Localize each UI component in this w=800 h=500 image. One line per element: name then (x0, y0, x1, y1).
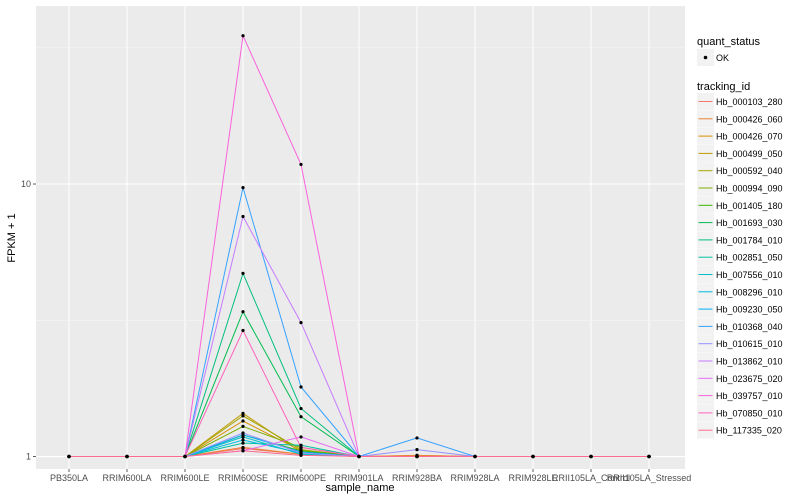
x-axis: PB350LA RRIM600LA RRIM600LE RRIM600SE RRIM60… (50, 469, 691, 483)
data-point (647, 454, 651, 459)
x-tick-label: RRIM928LE (508, 473, 557, 483)
shape-legend: OK (697, 49, 729, 66)
color-legend: Hb_000103_280 Hb_000426_060 Hb_000426_070 H… (697, 93, 783, 439)
data-point (299, 435, 303, 439)
legend-point-key (703, 55, 708, 60)
legend-series-label: Hb_000499_050 (716, 149, 783, 159)
x-tick-label: RRIM928BA (392, 473, 442, 483)
data-point (241, 431, 245, 435)
data-point (241, 438, 245, 442)
y-tick-label: 10 (21, 179, 31, 189)
x-tick-label: RRIM928LA (450, 473, 499, 483)
data-point (241, 441, 245, 445)
panel-background (36, 6, 685, 469)
data-point (241, 424, 245, 428)
data-point (241, 214, 245, 219)
data-point (415, 454, 419, 459)
data-point (357, 454, 361, 459)
legend-series-label: Hb_023675_020 (716, 374, 783, 384)
data-point (531, 454, 535, 459)
legend-series-label: Hb_007556_010 (716, 270, 783, 280)
x-tick-label: RRIM600LE (160, 473, 209, 483)
data-point (241, 328, 245, 333)
x-tick-label: RRIM600PE (276, 473, 326, 483)
legend-shape-label: OK (716, 53, 729, 63)
x-tick-label: PB350LA (50, 473, 88, 483)
data-point (299, 162, 303, 167)
x-tick-label: RRIM600SE (218, 473, 268, 483)
x-tick-label: RRII105LA_Stressed (607, 473, 692, 483)
data-point (241, 271, 245, 275)
data-point (241, 445, 245, 450)
data-point (183, 454, 187, 459)
data-point (125, 454, 129, 459)
data-point (299, 321, 303, 325)
legend-series-label: Hb_002851_050 (716, 253, 783, 263)
data-point (299, 406, 303, 411)
data-point (299, 385, 303, 389)
legend-series-label: Hb_001784_010 (716, 235, 783, 245)
legend-series-label: Hb_000426_060 (716, 114, 783, 124)
x-tick-label: RRIM600LA (102, 473, 151, 483)
series-points (67, 34, 651, 459)
legend-series-label: Hb_000426_070 (716, 132, 783, 142)
legend: quant_status OK tracking_id Hb_000103_28… (697, 36, 783, 439)
legend-series-label: Hb_008296_010 (716, 287, 783, 297)
data-point (415, 436, 419, 440)
legend-series-label: Hb_001405_180 (716, 201, 783, 211)
legend-series-label: Hb_000103_280 (716, 97, 783, 107)
x-tick-label: RRIM901LA (334, 473, 383, 483)
y-axis-title: FPKM + 1 (6, 213, 18, 262)
data-point (241, 34, 245, 38)
data-point (415, 448, 419, 452)
data-point (299, 451, 303, 455)
data-point (589, 454, 593, 459)
legend-series-label: Hb_001693_030 (716, 218, 783, 228)
data-point (299, 453, 303, 457)
legend-series-label: Hb_010368_040 (716, 322, 783, 332)
legend-series-label: Hb_039757_010 (716, 391, 783, 401)
legend-series-label: Hb_070850_010 (716, 408, 783, 418)
legend-series-label: Hb_117335_020 (716, 426, 782, 436)
legend-series-label: Hb_000592_040 (716, 166, 783, 176)
x-axis-title: sample_name (325, 482, 394, 494)
data-point (299, 445, 303, 450)
data-point (241, 449, 245, 453)
data-point (241, 411, 245, 415)
legend-color-title: tracking_id (697, 81, 750, 93)
y-axis: 1 10 (21, 179, 36, 462)
data-point (473, 454, 477, 459)
legend-series-label: Hb_013862_010 (716, 357, 783, 367)
y-tick-label: 1 (26, 452, 31, 462)
data-point (299, 415, 303, 419)
data-point (241, 310, 245, 314)
legend-series-label: Hb_000994_090 (716, 184, 783, 194)
data-point (241, 419, 245, 423)
x-tick-label: RRII105LA_Control (552, 473, 630, 483)
data-point (241, 186, 245, 190)
legend-series-label: Hb_009230_050 (716, 305, 783, 315)
data-point (67, 454, 71, 459)
legend-shape-title: quant_status (697, 36, 760, 48)
legend-series-label: Hb_010615_010 (716, 339, 783, 349)
data-point (241, 414, 245, 418)
